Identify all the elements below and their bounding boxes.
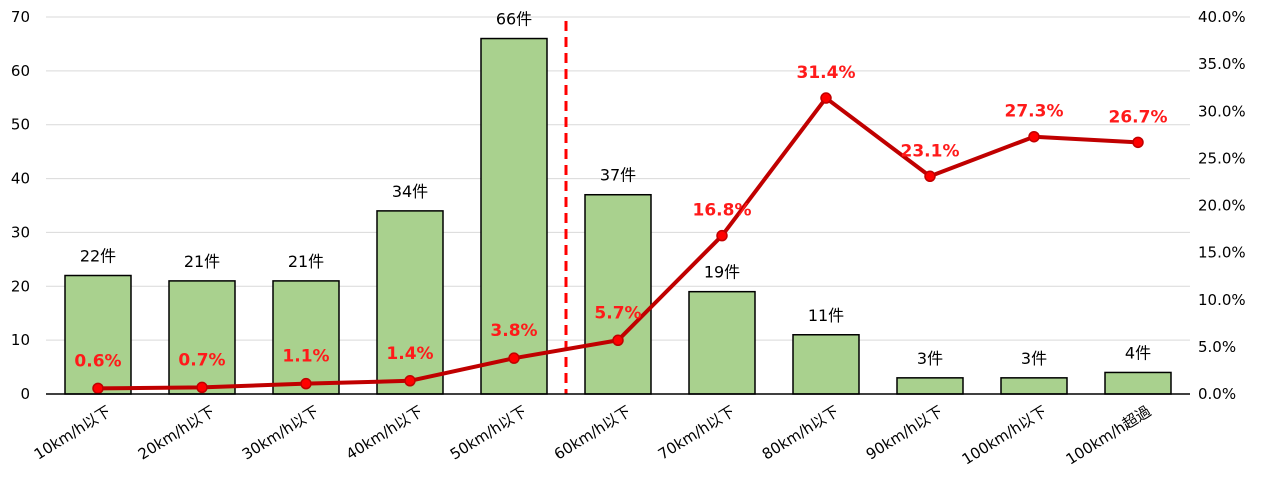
y-left-tick-label: 40 xyxy=(11,170,30,188)
x-tick-label: 40km/h以下 xyxy=(343,402,426,463)
rate-point xyxy=(508,352,520,364)
x-tick-label: 60km/h以下 xyxy=(551,402,634,463)
x-tick-label: 80km/h以下 xyxy=(759,402,842,463)
bar xyxy=(584,193,652,395)
x-tick-label: 10km/h以下 xyxy=(31,402,114,463)
rate-point xyxy=(404,375,416,387)
bar-value-label: 22件 xyxy=(80,247,116,266)
bar-value-label: 3件 xyxy=(917,349,943,368)
bar xyxy=(480,37,548,395)
x-axis: 10km/h以下 20km/h以下 30km/h以下 40km/h以下 50km/h以下… xyxy=(31,393,1190,469)
rate-value-label: 3.8% xyxy=(490,321,537,341)
y-left-tick-label: 60 xyxy=(11,62,30,80)
bar-value-label: 4件 xyxy=(1125,343,1151,362)
bar xyxy=(1104,371,1172,395)
y-right-tick-label: 10.0% xyxy=(1198,291,1246,309)
rate-value-label: 0.7% xyxy=(178,350,225,370)
x-tick-label: 70km/h以下 xyxy=(655,402,738,463)
y-right-tick-label: 0.0% xyxy=(1198,385,1236,403)
y-right-tick-label: 20.0% xyxy=(1198,197,1246,215)
bar xyxy=(168,280,236,395)
rate-value-label: 1.4% xyxy=(386,344,433,364)
rate-value-label: 0.6% xyxy=(74,351,121,371)
rate-point xyxy=(92,382,104,395)
x-tick-label: 100km/h以下 xyxy=(959,402,1050,468)
rate-value-label: 16.8% xyxy=(693,201,752,221)
rate-point xyxy=(1028,130,1040,143)
y-right-tick-label: 30.0% xyxy=(1198,102,1246,120)
bar-value-label: 3件 xyxy=(1021,349,1047,368)
x-tick-label: 20km/h以下 xyxy=(135,402,218,463)
bar-value-label: 37件 xyxy=(600,166,636,185)
y-axis-right: 0.0% 5.0% 10.0% 15.0% 20.0% 25.0% 30.0% 35.0% 40… xyxy=(1198,8,1246,403)
y-right-tick-label: 5.0% xyxy=(1198,338,1236,356)
y-left-tick-label: 70 xyxy=(11,8,30,26)
bar-value-label: 21件 xyxy=(288,252,324,271)
y-left-tick-label: 20 xyxy=(11,277,30,295)
y-left-tick-label: 50 xyxy=(11,116,30,134)
y-right-tick-label: 15.0% xyxy=(1198,244,1246,262)
rate-series xyxy=(92,92,1144,395)
bar xyxy=(1000,377,1068,395)
bar xyxy=(376,210,444,395)
y-left-tick-label: 0 xyxy=(20,385,30,403)
rate-point xyxy=(924,170,936,183)
y-right-tick-label: 25.0% xyxy=(1198,149,1246,167)
rate-value-label: 26.7% xyxy=(1109,107,1168,127)
x-tick-label: 100km/h超過 xyxy=(1063,402,1154,468)
x-tick-label: 50km/h以下 xyxy=(447,402,530,463)
rate-value-label: 31.4% xyxy=(797,63,856,83)
bar-series xyxy=(64,37,1172,395)
rate-value-label: 5.7% xyxy=(594,303,641,323)
bar-value-label: 66件 xyxy=(496,10,532,29)
y-axis-left: 0 10 20 30 40 50 60 70 xyxy=(11,8,30,403)
bar xyxy=(64,274,132,395)
bar xyxy=(792,334,860,395)
rate-value-label: 27.3% xyxy=(1005,102,1064,122)
bar-value-label: 19件 xyxy=(704,263,740,282)
x-tick-label: 30km/h以下 xyxy=(239,402,322,463)
rate-value-labels: 0.6% 0.7% 1.1% 1.4% 3.8% 5.7% 16.8% 31.4% 23.1% 2… xyxy=(74,63,1167,371)
rate-value-label: 23.1% xyxy=(901,141,960,161)
rate-point xyxy=(1132,136,1144,149)
x-tick-label: 90km/h以下 xyxy=(863,402,946,463)
rate-point xyxy=(300,377,312,390)
bar xyxy=(896,377,964,395)
bar xyxy=(688,290,756,395)
y-left-tick-label: 10 xyxy=(11,331,30,349)
y-right-tick-label: 40.0% xyxy=(1198,8,1246,26)
bar xyxy=(272,280,340,395)
bar-value-label: 34件 xyxy=(392,182,428,201)
rate-point xyxy=(612,334,624,347)
bar-value-labels: 22件 21件 21件 34件 66件 37件 19件 11件 3件 3件 4件 xyxy=(80,10,1151,368)
bar-value-label: 21件 xyxy=(184,252,220,271)
rate-value-label: 1.1% xyxy=(282,347,329,367)
y-left-tick-label: 30 xyxy=(11,223,30,241)
y-right-tick-label: 35.0% xyxy=(1198,55,1246,73)
bar-value-label: 11件 xyxy=(808,306,844,325)
rate-point xyxy=(716,229,728,242)
rate-point xyxy=(196,381,208,394)
rate-point xyxy=(820,92,832,104)
